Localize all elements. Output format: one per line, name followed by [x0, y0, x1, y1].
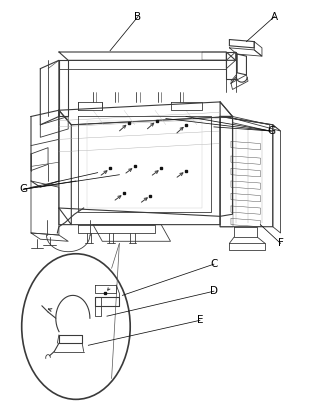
Text: F: F [278, 238, 283, 248]
Text: G: G [267, 126, 275, 136]
Text: G: G [19, 184, 27, 194]
Text: D: D [210, 286, 218, 296]
Text: B: B [135, 12, 141, 22]
Text: E: E [197, 315, 203, 325]
Text: C: C [210, 259, 218, 269]
Text: A: A [271, 12, 278, 22]
